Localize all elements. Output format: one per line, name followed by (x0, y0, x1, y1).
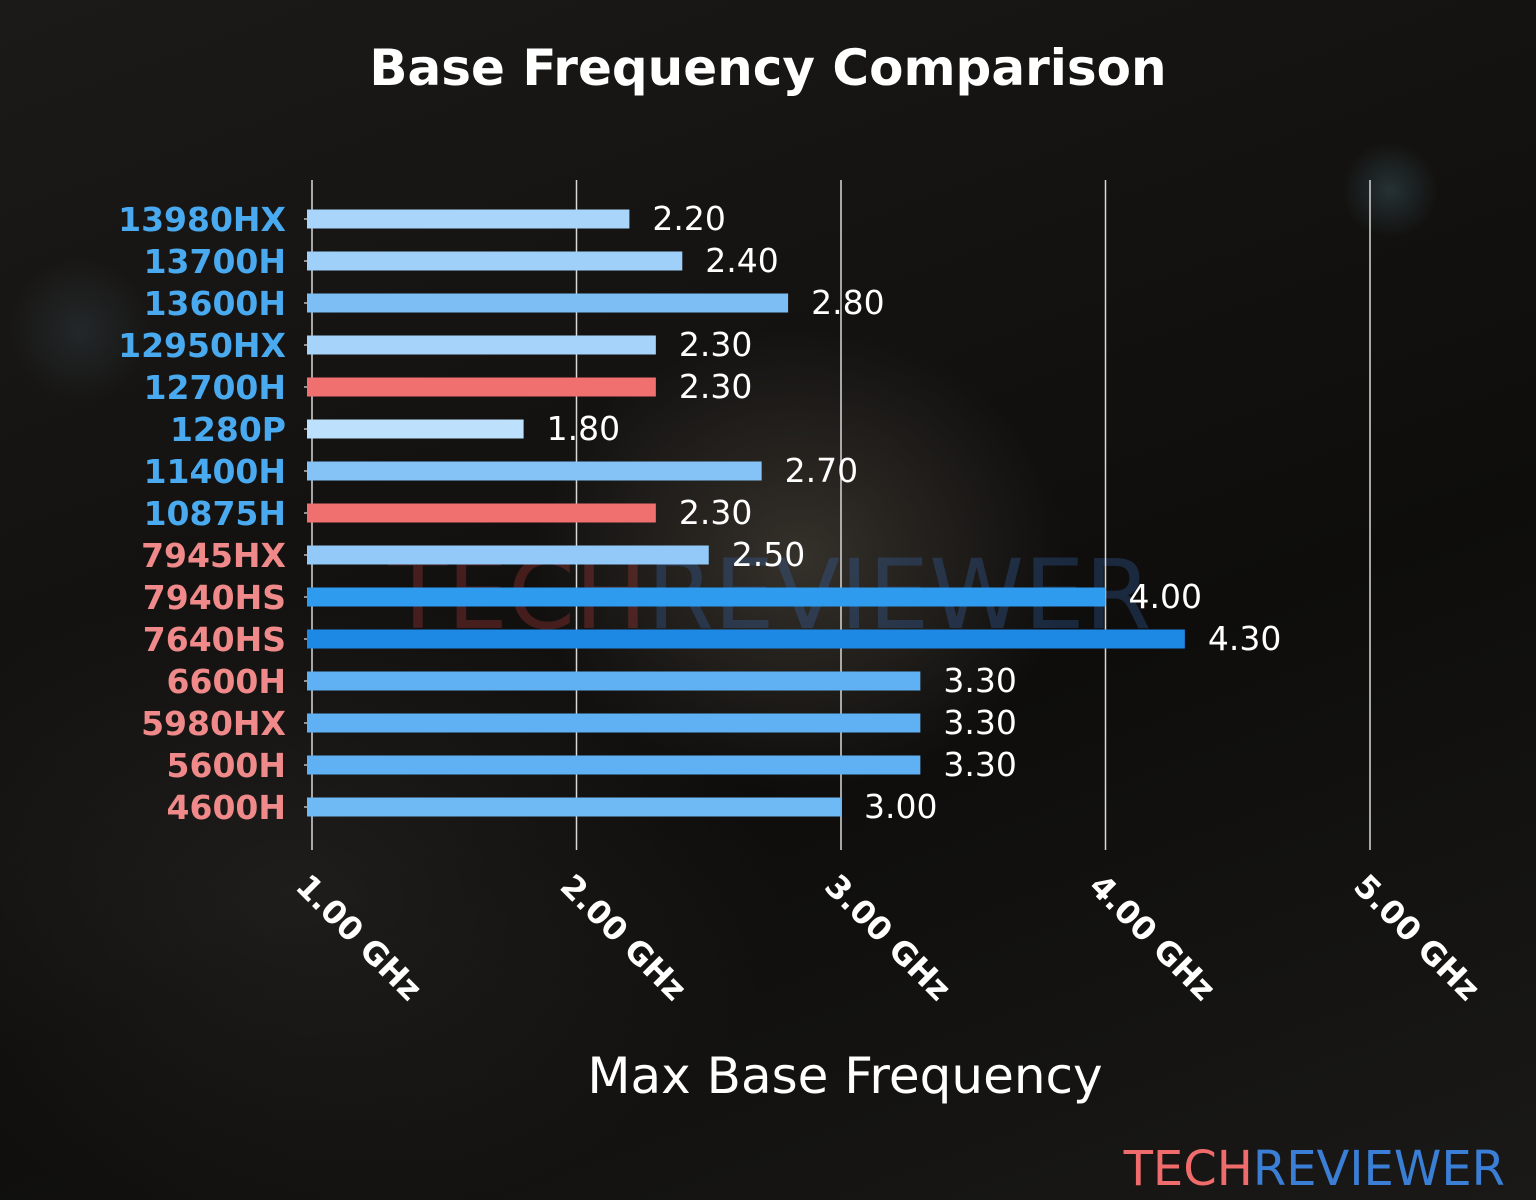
category-label: 5980HX (141, 704, 286, 743)
bar (307, 209, 630, 229)
bar (307, 293, 789, 313)
category-label: 5600H (167, 746, 286, 785)
data-label: 2.30 (679, 325, 752, 364)
x-axis-label: Max Base Frequency (587, 1047, 1102, 1105)
bar (307, 713, 921, 733)
bar (307, 335, 656, 355)
category-label: 13980HX (118, 200, 286, 239)
data-label: 3.30 (943, 661, 1016, 700)
category-label: 4600H (167, 788, 286, 827)
data-label: 4.30 (1208, 619, 1281, 658)
data-label: 3.00 (864, 787, 937, 826)
x-tick-label: 5.00 GHz (1346, 867, 1487, 1008)
x-tick-label: 1.00 GHz (288, 867, 429, 1008)
category-label: 10875H (144, 494, 286, 533)
bar (307, 755, 921, 775)
bar (307, 419, 524, 439)
bar (307, 797, 841, 817)
bar (307, 587, 1106, 607)
category-label: 13600H (144, 284, 286, 323)
category-label: 13700H (144, 242, 286, 281)
data-label: 4.00 (1129, 577, 1202, 616)
data-label: 2.30 (679, 367, 752, 406)
bar (307, 503, 656, 523)
category-label: 12950HX (118, 326, 286, 365)
category-label: 7640HS (143, 620, 286, 659)
data-label: 2.70 (785, 451, 858, 490)
category-label: 11400H (144, 452, 286, 491)
data-label: 3.30 (943, 745, 1016, 784)
data-label: 2.50 (732, 535, 805, 574)
data-label: 3.30 (943, 703, 1016, 742)
bar (307, 629, 1185, 649)
category-label: 1280P (170, 410, 286, 449)
bar (307, 251, 683, 271)
x-tick-label: 4.00 GHz (1082, 867, 1223, 1008)
category-label: 6600H (167, 662, 286, 701)
bar (307, 461, 762, 481)
bar (307, 671, 921, 691)
category-label: 12700H (144, 368, 286, 407)
data-label: 2.40 (705, 241, 778, 280)
data-label: 2.80 (811, 283, 884, 322)
category-label: 7945HX (141, 536, 286, 575)
chart-title: Base Frequency Comparison (369, 39, 1166, 97)
bar (307, 377, 656, 397)
bar (307, 545, 709, 565)
logo-watermark: TECHREVIEWER (1123, 1141, 1505, 1197)
x-tick-label: 2.00 GHz (553, 867, 694, 1008)
data-label: 2.30 (679, 493, 752, 532)
x-tick-label: 3.00 GHz (817, 867, 958, 1008)
data-label: 2.20 (652, 199, 725, 238)
data-label: 1.80 (547, 409, 620, 448)
category-label: 7940HS (143, 578, 286, 617)
